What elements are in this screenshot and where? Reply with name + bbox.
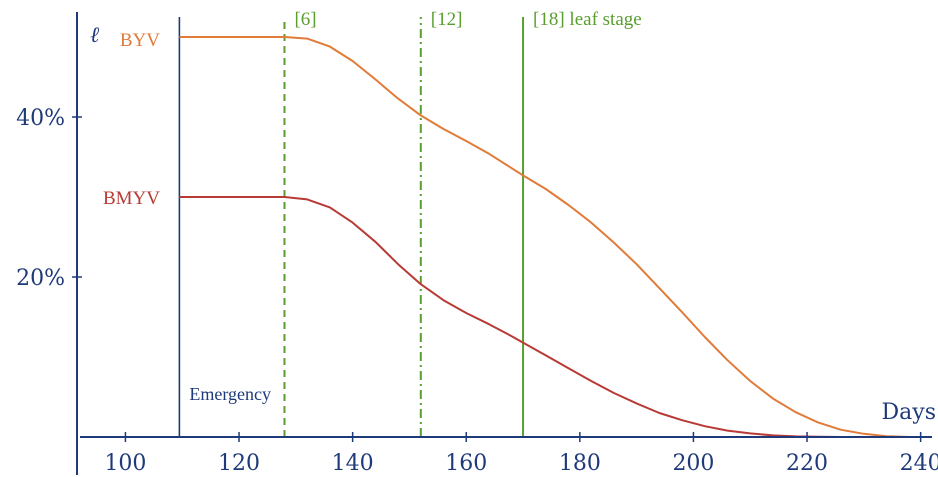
x-tick-label: 180	[559, 451, 601, 476]
marker-label: [18] leaf stage	[533, 9, 642, 30]
marker-label: [6]	[294, 9, 316, 30]
y-tick-label: 40%	[16, 106, 65, 131]
x-axis-title: Days	[882, 400, 936, 425]
x-tick-label: 140	[332, 451, 374, 476]
y-tick-label: 20%	[16, 266, 65, 291]
series-layer	[179, 36, 921, 438]
x-tick-label: 100	[104, 451, 146, 476]
x-tick-label: 220	[786, 451, 828, 476]
label-layer: Emergency [6] [12] [18] leaf stage BYV BMYV 10…	[16, 9, 938, 476]
series-label: BYV	[120, 30, 160, 51]
x-tick-label: 200	[672, 451, 714, 476]
marker-layer	[178, 17, 525, 437]
series-label: BMYV	[103, 188, 160, 209]
x-tick-label: 240	[900, 451, 938, 476]
y-axis-title: ℓ	[90, 23, 100, 48]
series-line	[179, 196, 921, 438]
series-line	[179, 36, 921, 438]
marker-label: [12]	[431, 9, 463, 30]
x-tick-label: 160	[445, 451, 487, 476]
axis-layer	[72, 12, 932, 475]
x-tick-label: 120	[218, 451, 260, 476]
emergency-label: Emergency	[189, 384, 271, 404]
